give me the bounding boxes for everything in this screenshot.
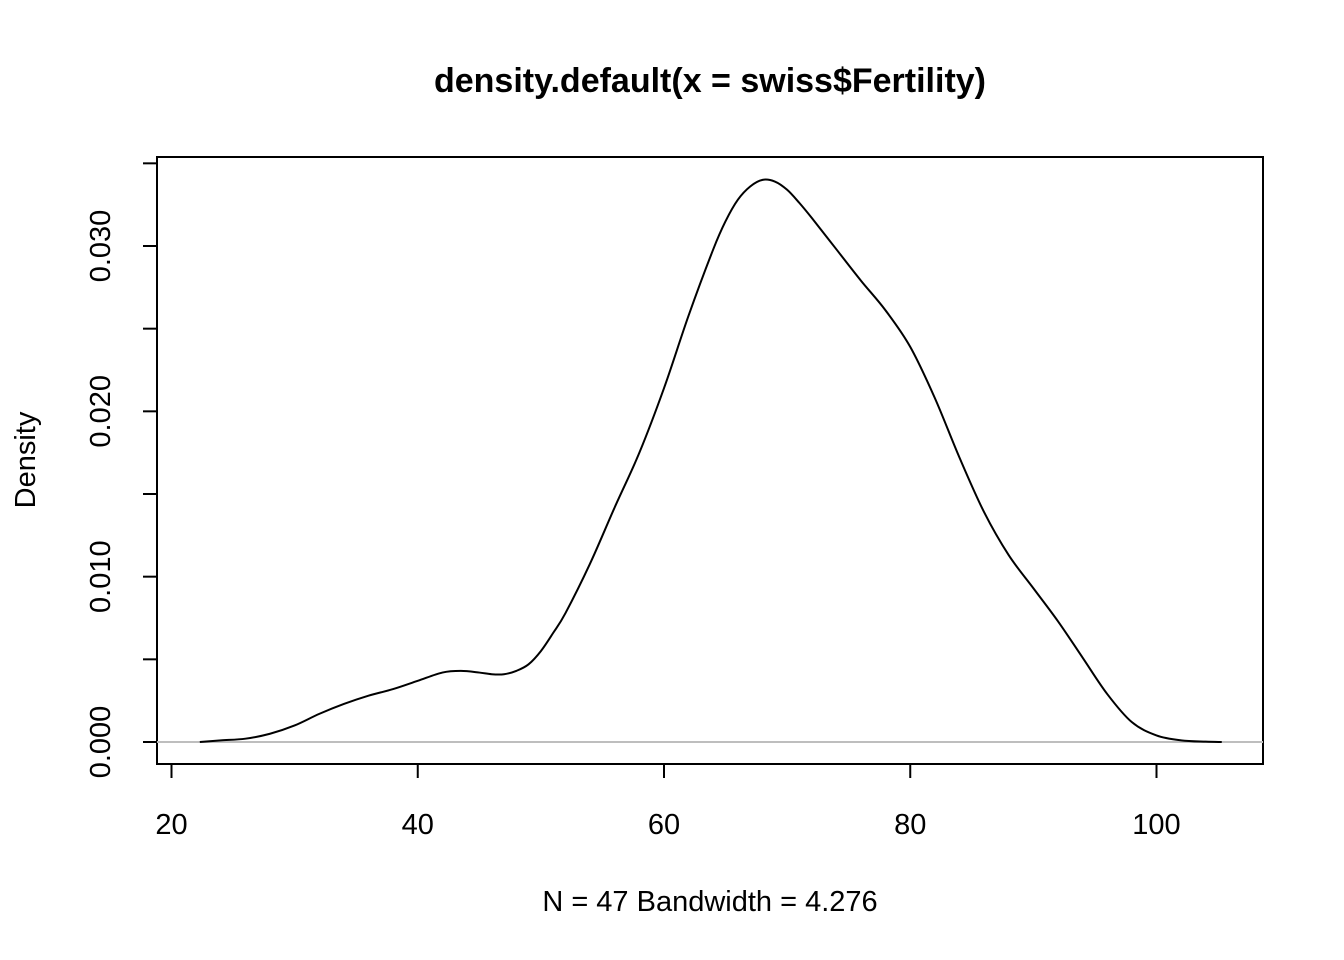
- x-tick-label: 40: [402, 809, 434, 841]
- x-tick-label: 20: [155, 809, 187, 841]
- plot-frame: [156, 156, 1264, 765]
- x-tick-label: 60: [648, 809, 680, 841]
- y-tick-label: 0.020: [85, 375, 117, 448]
- y-tick-label: 0.000: [85, 706, 117, 779]
- x-tick-label: 100: [1132, 809, 1180, 841]
- y-axis-label: Density: [10, 411, 42, 508]
- x-axis-label: N = 47 Bandwidth = 4.276: [542, 886, 877, 918]
- density-curve: [199, 178, 1222, 743]
- x-tick-label: 80: [894, 809, 926, 841]
- y-tick-label: 0.010: [85, 540, 117, 613]
- x-axis: 20 40 60 80 100: [155, 763, 1181, 841]
- y-axis: 0.000 0.010 0.020 0.030: [85, 162, 158, 779]
- chart-title: density.default(x = swiss$Fertility): [434, 62, 986, 100]
- y-tick-label: 0.030: [85, 210, 117, 283]
